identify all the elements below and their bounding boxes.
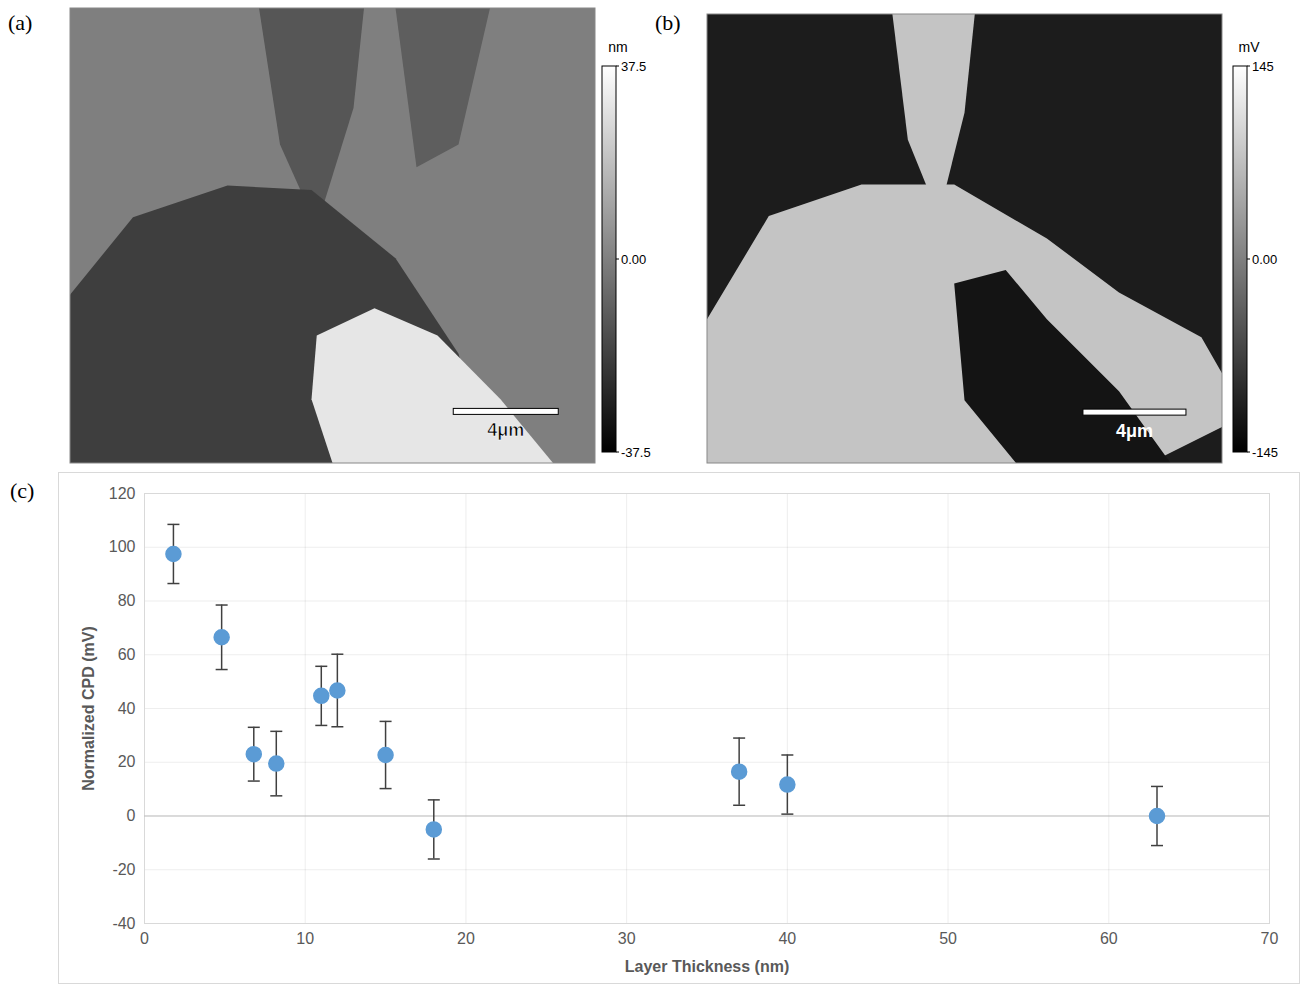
svg-text:40: 40 <box>778 930 796 947</box>
svg-text:70: 70 <box>1261 930 1279 947</box>
svg-text:-40: -40 <box>112 915 135 932</box>
svg-text:0: 0 <box>127 807 136 824</box>
svg-text:(b): (b) <box>655 10 681 35</box>
svg-text:(a): (a) <box>8 10 32 35</box>
svg-text:Normalized CPD (mV): Normalized CPD (mV) <box>80 626 97 790</box>
svg-text:-20: -20 <box>112 861 135 878</box>
svg-text:80: 80 <box>118 592 136 609</box>
svg-text:-37.5: -37.5 <box>621 445 651 460</box>
svg-text:60: 60 <box>1100 930 1118 947</box>
svg-text:0.00: 0.00 <box>621 252 646 267</box>
svg-text:120: 120 <box>109 485 136 502</box>
svg-text:mV: mV <box>1239 39 1261 55</box>
html-text:(c): (c) <box>10 478 35 503</box>
svg-text:20: 20 <box>118 753 136 770</box>
svg-text:100: 100 <box>109 538 136 555</box>
svg-text:-145: -145 <box>1252 445 1278 460</box>
svg-text:Layer Thickness (nm): Layer Thickness (nm) <box>625 958 790 975</box>
svg-text:10: 10 <box>296 930 314 947</box>
svg-text:145: 145 <box>1252 59 1274 74</box>
svg-text:0: 0 <box>140 930 149 947</box>
svg-text:60: 60 <box>118 646 136 663</box>
svg-text:50: 50 <box>939 930 957 947</box>
svg-text:0.00: 0.00 <box>1252 252 1277 267</box>
svg-text:4μm: 4μm <box>487 420 524 440</box>
svg-text:30: 30 <box>618 930 636 947</box>
svg-text:nm: nm <box>608 39 627 55</box>
svg-text:20: 20 <box>457 930 475 947</box>
svg-text:37.5: 37.5 <box>621 59 646 74</box>
svg-text:40: 40 <box>118 700 136 717</box>
svg-text:4μm: 4μm <box>1116 421 1153 441</box>
